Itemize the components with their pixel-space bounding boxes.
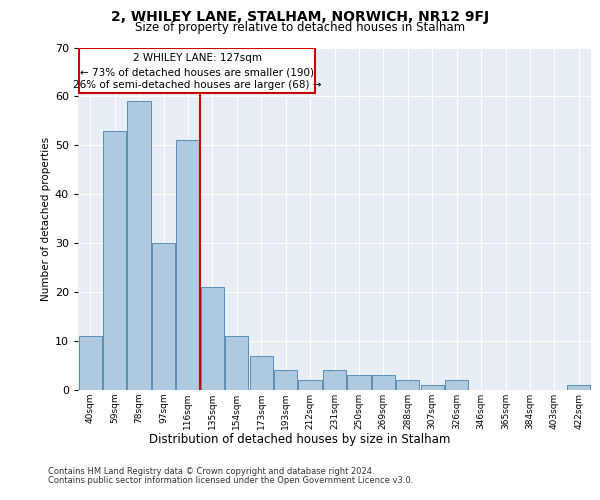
Bar (103, 130, 126, 390)
FancyBboxPatch shape (79, 48, 315, 92)
Bar (347, 376, 371, 390)
Y-axis label: Number of detached properties: Number of detached properties (41, 136, 50, 301)
Text: Distribution of detached houses by size in Stalham: Distribution of detached houses by size … (149, 432, 451, 446)
Bar (445, 380, 468, 390)
Bar (176, 140, 200, 390)
Bar (421, 385, 444, 390)
Bar (323, 370, 346, 390)
Bar (250, 356, 273, 390)
Bar (152, 243, 175, 390)
Bar (127, 102, 151, 390)
Text: 2 WHILEY LANE: 127sqm: 2 WHILEY LANE: 127sqm (133, 54, 262, 64)
Bar (79, 336, 102, 390)
Bar (298, 380, 322, 390)
Bar (274, 370, 297, 390)
Text: 26% of semi-detached houses are larger (68) →: 26% of semi-detached houses are larger (… (73, 80, 322, 90)
Text: ← 73% of detached houses are smaller (190): ← 73% of detached houses are smaller (19… (80, 67, 314, 77)
Bar (567, 385, 590, 390)
Text: 2, WHILEY LANE, STALHAM, NORWICH, NR12 9FJ: 2, WHILEY LANE, STALHAM, NORWICH, NR12 9… (111, 10, 489, 24)
Bar (201, 287, 224, 390)
Text: Size of property relative to detached houses in Stalham: Size of property relative to detached ho… (135, 21, 465, 34)
Bar (225, 336, 248, 390)
Text: Contains HM Land Registry data © Crown copyright and database right 2024.: Contains HM Land Registry data © Crown c… (48, 467, 374, 476)
Bar (396, 380, 419, 390)
Text: Contains public sector information licensed under the Open Government Licence v3: Contains public sector information licen… (48, 476, 413, 485)
Bar (372, 376, 395, 390)
